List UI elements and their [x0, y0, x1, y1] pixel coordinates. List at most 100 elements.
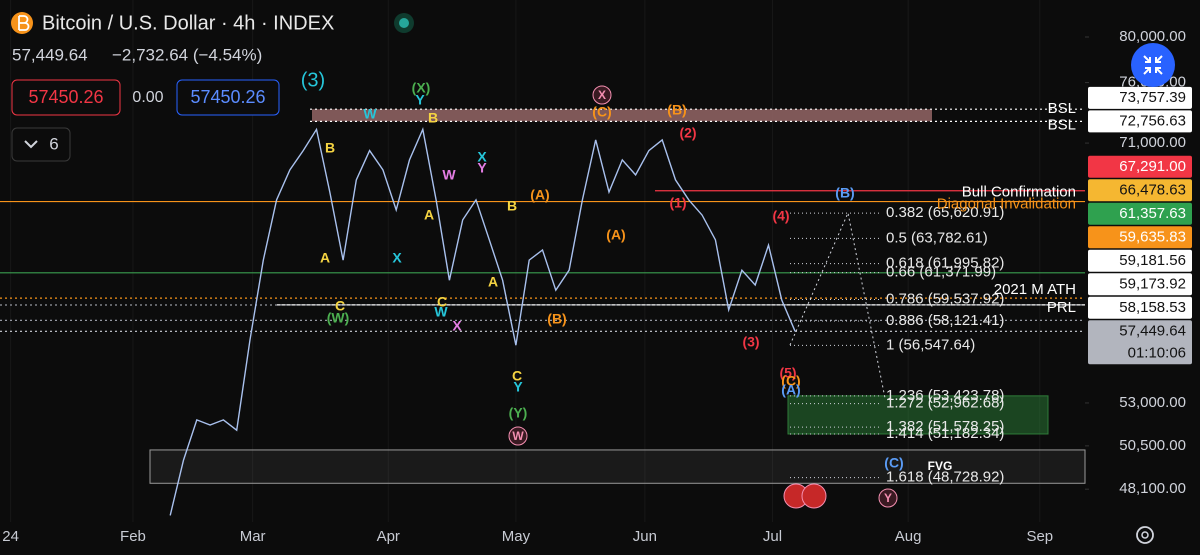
- wave-label: W: [363, 106, 377, 122]
- wave-label: (C): [781, 373, 800, 389]
- wave-label: Y: [477, 160, 487, 176]
- x-tick-label: 24: [2, 528, 19, 545]
- wave-label: (1): [669, 195, 686, 211]
- price-box-label: 59,635.83: [1119, 228, 1186, 245]
- wave-label: (C): [884, 455, 903, 471]
- wave-label: (A): [606, 227, 625, 243]
- wave-label: Y: [884, 491, 892, 505]
- event-icon[interactable]: [801, 483, 827, 509]
- price-box-label: 66,478.63: [1119, 181, 1186, 198]
- wave-label: W: [434, 304, 448, 320]
- indicators-count[interactable]: 6: [49, 134, 58, 153]
- wave-label: (B): [547, 311, 566, 327]
- wave-label: C: [512, 368, 522, 384]
- wave-label: B: [507, 198, 517, 214]
- wave-label: W: [442, 167, 456, 183]
- plot-area: 24FebMarAprMayJunJulAugSep80,000.0076,00…: [0, 0, 1192, 545]
- fib-label: 0.382 (65,620.91): [886, 204, 1004, 221]
- wave-label: (A): [530, 187, 549, 203]
- spread: 0.00: [132, 89, 163, 106]
- fvg-zone: [149, 449, 1086, 484]
- status-dot: [399, 18, 409, 28]
- fib-label: 1.236 (53,423.78): [886, 387, 1004, 404]
- sell-price[interactable]: 57450.26: [28, 87, 103, 107]
- x-tick-label: Aug: [895, 528, 922, 545]
- level-tag: BSL: [1048, 100, 1076, 117]
- x-tick-label: Mar: [240, 528, 266, 545]
- last-price: 57,449.64: [12, 45, 88, 64]
- buy-button[interactable]: [176, 79, 280, 116]
- price-box: [1088, 249, 1192, 272]
- price-box: [1088, 320, 1192, 365]
- fib-label: 1 (56,547.64): [886, 336, 975, 353]
- x-tick-label: May: [502, 528, 531, 545]
- level-tag: 2021 M ATH: [994, 281, 1076, 298]
- collapse-icon: [1143, 55, 1163, 75]
- indicators-toggle[interactable]: [11, 127, 71, 162]
- wave-label: (5): [779, 365, 796, 381]
- price-line: [169, 127, 796, 516]
- x-tick-label: Jun: [633, 528, 657, 545]
- fib-label: 0.5 (63,782.61): [886, 229, 988, 246]
- bitcoin-icon-glyph: [18, 15, 30, 31]
- wave-label: (W): [327, 310, 350, 326]
- target-zone: [787, 395, 1049, 435]
- price-box: [1088, 155, 1192, 178]
- wave-label: (Y): [509, 405, 528, 421]
- wave-label: X: [392, 250, 402, 266]
- y-tick-label: 71,000.00: [1119, 134, 1186, 151]
- settings-icon[interactable]: [1136, 526, 1154, 544]
- wave-label: (X): [412, 80, 431, 96]
- fvg-label: FVG: [928, 459, 953, 473]
- wave-label: X: [598, 88, 606, 102]
- wave-label: A: [320, 250, 330, 266]
- wave-label: X: [452, 318, 462, 334]
- wave-label: C: [335, 298, 345, 314]
- wave-label: (4): [772, 208, 789, 224]
- buy-price[interactable]: 57450.26: [190, 87, 265, 107]
- price-box: [1088, 226, 1192, 249]
- x-tick-label: Jul: [763, 528, 782, 545]
- fib-label: 1.272 (52,962.68): [886, 395, 1004, 412]
- fib-label: 0.786 (59,537.92): [886, 291, 1004, 308]
- fib-label: 0.886 (58,121.41): [886, 312, 1004, 329]
- wave-label: Y: [415, 92, 425, 108]
- chevron-icon: [24, 140, 38, 149]
- x-tick-label: Sep: [1026, 528, 1053, 545]
- wave-label: (B): [835, 185, 854, 201]
- fib-label: 1.618 (48,728.92): [886, 469, 1004, 486]
- level-tag: PRL: [1047, 299, 1076, 316]
- wave-label: (B): [667, 102, 686, 118]
- price-box-label: 57,449.64: [1119, 322, 1186, 339]
- wave-label: (A): [781, 382, 800, 398]
- wave-circle: [878, 488, 898, 508]
- sell-button[interactable]: [11, 79, 121, 116]
- x-tick-label: Apr: [377, 528, 400, 545]
- wave-label: B: [325, 140, 335, 156]
- price-box: [1088, 273, 1192, 296]
- price-box-label: 72,756.63: [1119, 112, 1186, 129]
- collapse-button[interactable]: [1131, 43, 1175, 87]
- y-tick-label: 53,000.00: [1119, 394, 1186, 411]
- level-tag: Diagonal Invalidation: [937, 196, 1076, 213]
- y-tick-label: 50,500.00: [1119, 437, 1186, 454]
- price-box: [1088, 202, 1192, 225]
- wave-label: X: [477, 149, 487, 165]
- price-box-label: 58,158.53: [1119, 299, 1186, 316]
- wave-label: (C): [592, 104, 611, 120]
- price-box-label: 59,173.92: [1119, 275, 1186, 292]
- wave-label: W: [512, 429, 524, 443]
- price-box-label: 61,357.63: [1119, 205, 1186, 222]
- wave-label: A: [424, 207, 434, 223]
- level-tag: BSL: [1048, 116, 1076, 133]
- wave-label: C: [437, 294, 447, 310]
- price-box-label: 59,181.56: [1119, 252, 1186, 269]
- countdown-label: 01:10:06: [1128, 344, 1186, 361]
- settings-icon-core: [1141, 531, 1149, 539]
- price-box: [1088, 296, 1192, 319]
- price-box: [1088, 110, 1192, 133]
- overlay: Bitcoin / U.S. Dollar · 4h · INDEX 57,44…: [11, 12, 1175, 544]
- fib-label: 0.618 (61,995.82): [886, 255, 1004, 272]
- fib-label: 1.382 (51,578.25): [886, 418, 1004, 435]
- fib-label: 1.414 (51,182.34): [886, 425, 1004, 442]
